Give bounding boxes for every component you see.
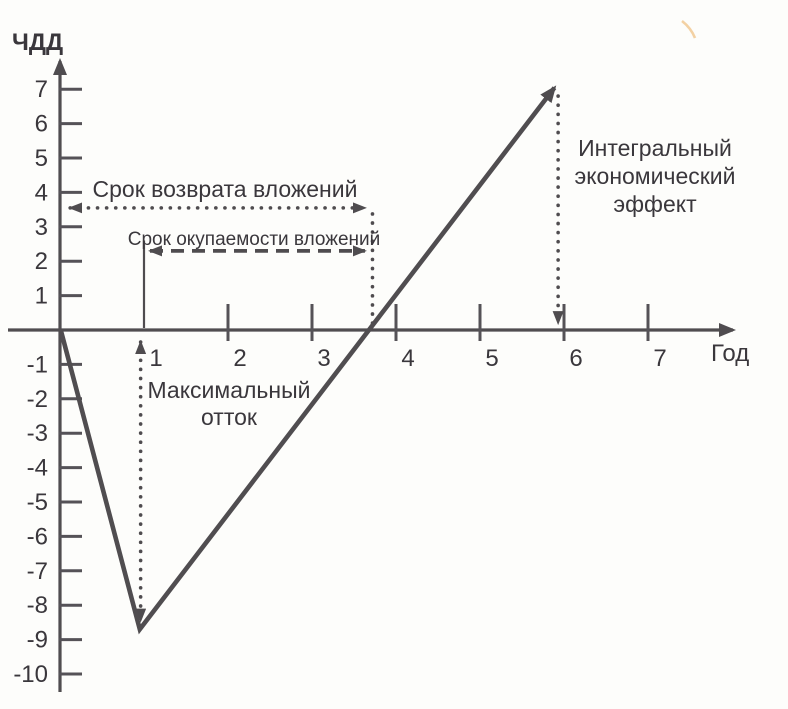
y-axis-tick-label: -2 [27,386,48,413]
x-axis-tick-label: 5 [485,345,498,372]
y-axis-tick-label: -4 [27,455,48,482]
y-axis-tick-label: -5 [27,489,48,516]
y-axis-tick-label: 2 [35,248,48,275]
y-axis-tick-label: 3 [35,214,48,241]
y-axis-tick-label: 1 [35,283,48,310]
max-outflow-label-line: отток [201,404,258,430]
y-axis-tick-label: 4 [35,179,48,206]
y-axis-tick-label: 7 [35,76,48,103]
payback-return-label: Срок возврата вложений [93,176,358,202]
y-axis-tick-label: -10 [13,661,48,688]
npv-line [58,85,557,635]
x-axis-tick-label: 2 [233,345,246,372]
max-outflow-label: Максимальный отток [148,377,311,430]
y-axis-tick-label: -3 [27,420,48,447]
y-axis-tick-label: -6 [27,523,48,550]
payback-operating-label: Срок окупаемости вложений [128,229,381,250]
x-axis-tick-label: 4 [401,345,414,372]
x-axis-tick-label: 7 [653,345,666,372]
y-axis-tick-label: 5 [35,145,48,172]
y-axis-tick-label: -1 [27,351,48,378]
annotation-payback-operating: Срок окупаемости вложений [128,229,381,328]
annotation-payback-return: Срок возврата вложений [68,176,375,329]
y-axis-tick-label: -9 [27,627,48,654]
integral-effect-label-line: Интегральный [578,135,732,161]
integral-effect-label-line: эффект [613,191,697,217]
integral-effect-label-line: экономический [574,163,735,189]
x-axis-tick-label: 3 [317,345,330,372]
y-axis-title: ЧДД [12,29,63,56]
y-axis-tick-label: -8 [27,592,48,619]
annotation-max-outflow: Максимальный отток [135,340,311,623]
max-outflow-label-line: Максимальный [148,377,311,403]
y-axis-tick-label: 6 [35,111,48,138]
x-axis-title: Год [711,340,749,367]
y-axis-tick-label: -7 [27,558,48,585]
scan-artifact-mark [681,19,697,39]
integral-effect-label: Интегральный экономический эффект [574,135,735,217]
x-axis-tick-label: 1 [149,345,162,372]
annotation-integral-effect: Интегральный экономический эффект [552,94,736,326]
x-axis-tick-label: 6 [569,345,582,372]
